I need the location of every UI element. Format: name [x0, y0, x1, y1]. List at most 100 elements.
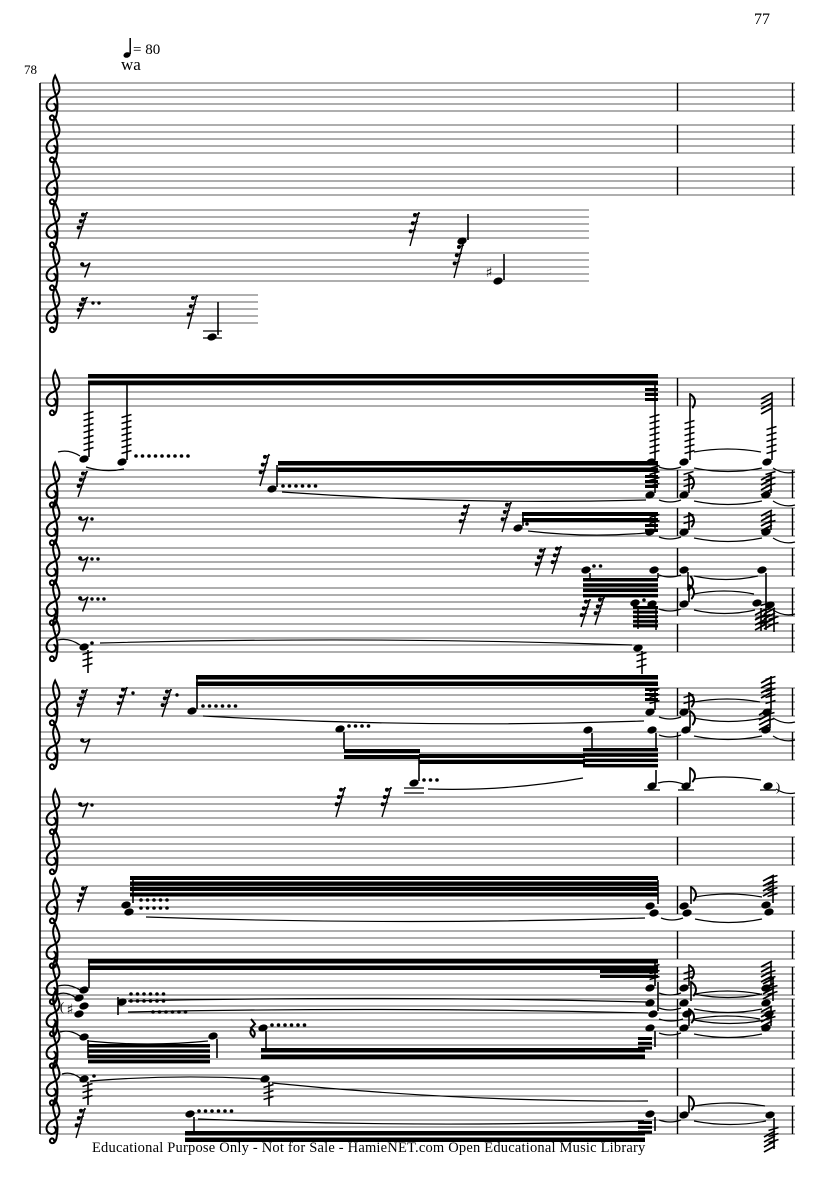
- tremolo-rung: [121, 449, 132, 455]
- tremolo-rest-tick: [192, 295, 199, 299]
- tremolo-rest-tick: [80, 477, 87, 481]
- tie: [693, 993, 763, 999]
- tremolo-rest-tick: [166, 689, 173, 693]
- tie: [694, 990, 761, 995]
- note-head: [649, 566, 659, 574]
- tremolo-beam: [196, 675, 658, 680]
- note-head: [258, 1024, 268, 1032]
- staccato-dot: [642, 598, 646, 602]
- note-head: [761, 726, 771, 734]
- tie: [693, 467, 763, 473]
- tie: [145, 916, 646, 923]
- treble-clef: [45, 158, 61, 206]
- tremolo-slash: [763, 1130, 776, 1138]
- tremolo-beam: [583, 758, 658, 763]
- tie: [658, 574, 682, 578]
- note-head: [260, 1075, 270, 1083]
- augmentation-dot: [90, 803, 94, 807]
- tremolo-beam: [261, 1048, 645, 1053]
- note-head: [679, 708, 689, 716]
- tremolo-beam: [261, 1054, 645, 1059]
- tremolo-rung: [767, 886, 778, 892]
- tremolo-slash: [760, 686, 773, 694]
- rests-group: [74, 211, 606, 1139]
- note-head: [757, 566, 767, 574]
- tie: [693, 500, 763, 506]
- staccato-dot: [129, 999, 133, 1003]
- staccato-dot: [158, 906, 163, 910]
- tremolo-rest-tick: [597, 603, 604, 608]
- staccato-dot: [428, 778, 433, 782]
- tie: [127, 997, 647, 1003]
- tie: [197, 1118, 645, 1125]
- staccato-dot: [161, 999, 166, 1003]
- tremolo-rung: [766, 443, 777, 449]
- tempo-note-head: [123, 52, 131, 58]
- tremolo-beam: [633, 619, 658, 623]
- note-head: [645, 1024, 655, 1032]
- staccato-dot: [227, 704, 231, 708]
- tremolo-beam: [645, 388, 658, 391]
- tremolo-beam: [645, 693, 658, 696]
- treble-clef: [45, 499, 61, 547]
- note-head: [645, 984, 655, 992]
- staccato-dot: [155, 999, 159, 1003]
- tremolo-beam: [633, 624, 658, 628]
- tremolo-beam: [633, 615, 658, 619]
- tremolo-rest-tick: [82, 296, 89, 300]
- note-head: [207, 333, 217, 341]
- tremolo-beam: [130, 881, 658, 886]
- tremolo-rest-tick: [595, 610, 601, 614]
- tremolo-rest-tick: [78, 1115, 85, 1119]
- note-head: [583, 726, 593, 734]
- tremolo-beam: [88, 380, 658, 385]
- tremolo-beam: [633, 606, 658, 609]
- noteheads-group: [74, 237, 775, 1119]
- staccato-dot: [92, 1074, 96, 1078]
- tie: [127, 1008, 649, 1014]
- tremolo-rung: [121, 413, 132, 419]
- tremolo-rest-stem: [187, 294, 198, 330]
- note-head: [74, 1010, 84, 1018]
- tremolo-beam: [130, 887, 658, 891]
- tremolo-slash: [763, 612, 776, 620]
- note-head: [457, 237, 467, 245]
- tremolo-rest-tick: [118, 700, 124, 704]
- tie: [202, 715, 645, 725]
- tremolo-rest-tick: [536, 561, 542, 565]
- tremolo-rung: [683, 470, 694, 476]
- note-head: [679, 491, 689, 499]
- tremolo-rung: [649, 687, 660, 693]
- tie: [772, 717, 796, 724]
- tremolo-rest-stem: [409, 211, 420, 247]
- note-head: [679, 902, 689, 910]
- tremolo-slash: [760, 483, 773, 491]
- stems-group: [82, 214, 779, 1153]
- note-head: [117, 998, 127, 1006]
- note-head: [764, 908, 774, 916]
- tremolo-slash: [762, 879, 775, 887]
- tempo-marking: = 80: [133, 42, 161, 58]
- staccato-dot: [177, 1010, 181, 1014]
- treble-clef: [45, 201, 61, 249]
- tremolo-beam: [638, 1037, 652, 1040]
- tremolo-rest-tick: [80, 301, 87, 306]
- tremolo-slash: [760, 960, 773, 968]
- note-head: [681, 782, 691, 790]
- tremolo-slash: [754, 623, 767, 631]
- staccato-dot: [598, 564, 603, 568]
- note-head: [761, 901, 771, 909]
- tremolo-rest-tick: [82, 212, 89, 216]
- tremolo-beam: [522, 512, 658, 516]
- note-head: [493, 277, 503, 285]
- staccato-dot: [139, 906, 143, 910]
- tie: [657, 780, 684, 785]
- tie: [693, 1120, 767, 1126]
- tie: [658, 499, 682, 503]
- staccato-dot: [179, 454, 184, 458]
- staccato-dot: [165, 898, 169, 902]
- tremolo-rung: [121, 437, 132, 443]
- tie: [658, 1018, 684, 1022]
- tremolo-rung: [636, 663, 647, 669]
- note-head: [765, 1111, 775, 1119]
